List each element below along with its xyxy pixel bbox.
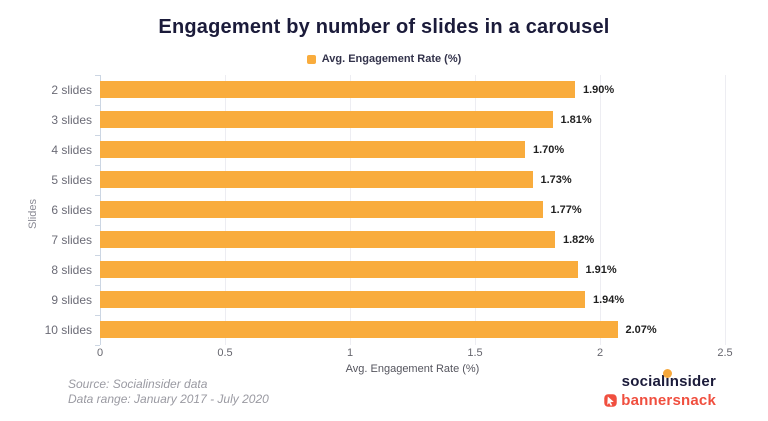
bannersnack-logo-text: bannersnack (621, 392, 716, 409)
bar-4-slides (100, 141, 525, 158)
socialinsider-dotless-i: ı (665, 373, 670, 390)
x-tick-label: 2 (596, 347, 604, 359)
bar-2-slides (100, 81, 575, 98)
bar-value-label: 2.07% (625, 324, 657, 336)
source-note: Source: Socialinsider data Data range: J… (68, 377, 269, 407)
logo-block: social ı nsider bannersnack (604, 369, 716, 409)
y-axis-title: Slides (26, 199, 39, 229)
y-axis-tick (95, 135, 100, 136)
bar-value-label: 1.77% (550, 204, 582, 216)
socialinsider-logo-text-right: nsider (669, 373, 716, 390)
x-tick-label: 2.5 (717, 347, 733, 359)
category-label: 8 slides (51, 263, 92, 277)
gridline (725, 75, 726, 345)
x-axis-tick-labels: 0 0.5 1 1.5 2 2.5 (96, 347, 733, 361)
bannersnack-logo: bannersnack (604, 392, 716, 409)
y-axis-tick (95, 195, 100, 196)
bar-8-slides (100, 261, 578, 278)
socialinsider-orange-dot-icon (662, 369, 672, 378)
chart-title: Engagement by number of slides in a caro… (158, 16, 610, 38)
x-tick-label: 1.5 (467, 347, 483, 359)
bar-value-label: 1.82% (563, 234, 595, 246)
y-axis-tick (95, 75, 100, 76)
bar-value-label: 1.94% (593, 294, 625, 306)
socialinsider-logo: social ı nsider (621, 369, 716, 390)
bar-row: 1.82% (100, 225, 725, 255)
bar-row: 1.73% (100, 165, 725, 195)
bar-value-label: 1.91% (585, 264, 617, 276)
category-label: 7 slides (51, 233, 92, 247)
legend-label: Avg. Engagement Rate (%) (321, 53, 462, 65)
category-label: 4 slides (51, 143, 92, 157)
bannersnack-cursor-icon (604, 394, 617, 407)
bar-row: 2.07% (100, 315, 725, 345)
category-label: 10 slides (44, 323, 92, 337)
bar-row: 1.90% (100, 75, 725, 105)
y-axis-tick (95, 165, 100, 166)
gridline (600, 75, 601, 345)
bar-value-label: 1.90% (583, 84, 615, 96)
y-axis-tick (95, 345, 100, 346)
bar-value-label: 1.70% (533, 144, 565, 156)
plot-area: 1.90% 1.81% 1.70% 1.73% 1.77% 1.82% 1.91% 1.94%… (95, 75, 726, 346)
y-axis-tick (95, 105, 100, 106)
y-axis-tick (95, 285, 100, 286)
legend: Avg. Engagement Rate (%) (0, 53, 768, 65)
socialinsider-logo-i: ı (662, 369, 672, 390)
legend-swatch-icon (306, 54, 316, 64)
x-tick-label: 0.5 (217, 347, 233, 359)
socialinsider-logo-text-left: social (621, 373, 666, 390)
category-label: 5 slides (51, 173, 92, 187)
bar-5-slides (100, 171, 533, 188)
bar-10-slides (100, 321, 618, 338)
bar-row: 1.91% (100, 255, 725, 285)
bar-row: 1.77% (100, 195, 725, 225)
x-tick-label: 1 (346, 347, 354, 359)
date-range-line: Data range: January 2017 - July 2020 (68, 392, 269, 406)
category-label: 9 slides (51, 293, 92, 307)
x-axis-title: Avg. Engagement Rate (%) (345, 363, 480, 375)
bar-9-slides (100, 291, 585, 308)
bar-row: 1.94% (100, 285, 725, 315)
bar-row: 1.70% (100, 135, 725, 165)
category-label: 2 slides (51, 83, 92, 97)
bar-3-slides (100, 111, 553, 128)
bar-value-label: 1.81% (560, 114, 592, 126)
bar-7-slides (100, 231, 555, 248)
bar-value-label: 1.73% (540, 174, 572, 186)
x-tick-label: 0 (96, 347, 104, 359)
category-label: 6 slides (51, 203, 92, 217)
bar-6-slides (100, 201, 543, 218)
y-axis-tick (95, 225, 100, 226)
y-axis-tick (95, 315, 100, 316)
y-axis-tick (95, 255, 100, 256)
source-line: Source: Socialinsider data (68, 377, 208, 391)
category-label: 3 slides (51, 113, 92, 127)
bar-row: 1.81% (100, 105, 725, 135)
